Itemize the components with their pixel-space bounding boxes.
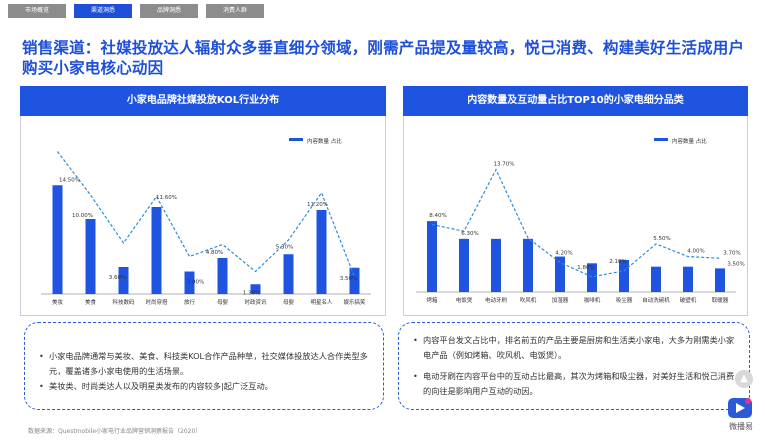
bar <box>283 254 294 294</box>
trend-line <box>57 151 356 277</box>
tab-channel-insight[interactable]: 渠道洞悉 <box>74 4 132 18</box>
top-tab-bar: 市场概览 渠道洞悉 品牌洞悉 消费人群 <box>0 0 765 18</box>
bar <box>151 207 162 294</box>
legend-swatch <box>654 138 668 141</box>
data-label: 8.40% <box>429 213 446 219</box>
tab-consumer-group[interactable]: 消费人群 <box>206 4 264 18</box>
bar <box>184 271 195 294</box>
data-label: 5.50% <box>653 236 670 242</box>
legend-swatch <box>289 138 303 141</box>
bar <box>715 268 725 292</box>
data-label: 5.30% <box>276 244 293 250</box>
x-tick-label: 美食 <box>85 298 97 306</box>
bar <box>316 210 327 294</box>
x-tick-label: 时尚穿搭 <box>145 298 168 306</box>
x-tick-label: 电饭煲 <box>456 296 473 304</box>
bar <box>523 238 533 292</box>
data-source: 数据来源：Questmobile小家电行业品牌营销洞察报告（2020） <box>28 428 202 435</box>
x-tick-label: 取暖器 <box>712 296 729 304</box>
x-tick-label: 母婴 <box>217 299 229 306</box>
x-tick-label: 吹风机 <box>520 296 537 304</box>
data-label: 11.20% <box>307 202 328 208</box>
x-tick-label: 电动牙刷 <box>485 296 508 304</box>
tab-market-overview[interactable]: 市场概览 <box>8 4 66 18</box>
data-label: 10.00% <box>72 213 93 219</box>
x-tick-label: 科技数码 <box>112 298 135 306</box>
weiboyi-logo-icon <box>728 398 752 418</box>
x-tick-label: 旅行 <box>184 298 196 306</box>
data-label: 3.70% <box>723 250 740 256</box>
legend-label: 内容数量 占比 <box>672 137 707 145</box>
bar <box>349 267 360 294</box>
x-tick-label: 吸尘器 <box>616 296 633 304</box>
x-tick-label: 母婴 <box>283 299 295 306</box>
logo-label: 微播易 <box>729 422 753 431</box>
right-note-item: 内容平台发文占比中，排名前五的产品主要是厨房和生活类小家电，大多为刚需类小家电产… <box>413 333 737 363</box>
bar <box>52 185 63 294</box>
x-tick-label: 烤箱 <box>426 296 438 304</box>
bar <box>587 263 597 292</box>
data-label: 14.50% <box>59 177 80 183</box>
data-label: 2.10% <box>609 259 626 265</box>
data-label: 3.00% <box>187 280 204 286</box>
bar <box>217 258 228 294</box>
x-tick-label: 时政资讯 <box>244 298 267 306</box>
bar <box>459 238 469 292</box>
x-tick-label: 加湿器 <box>552 296 569 304</box>
data-label: 11.60% <box>156 195 177 201</box>
data-label: 3.60% <box>109 275 126 281</box>
right-panel-heading: 内容数量及互动量占比TOP10的小家电细分品类 <box>403 86 748 116</box>
trend-line <box>431 168 721 278</box>
right-chart-panel: 内容数量 占比烤箱 电饭煲 电动牙刷 吹风机 加湿器 咖啡机 吸尘器 自动洗碗机 破壁机 取暖器 8… <box>403 116 748 316</box>
bar <box>683 266 693 292</box>
bar <box>250 284 261 294</box>
data-label: 13.70% <box>494 162 515 168</box>
data-label: 1.80% <box>577 265 594 271</box>
page-title: 销售渠道：社媒投放达人辐射众多垂直细分领域，刚需产品提及量较高，悦己消费、构建美… <box>22 39 745 77</box>
bar <box>491 238 501 292</box>
legend-label: 内容数量 占比 <box>307 137 342 145</box>
data-label: 4.80% <box>206 250 223 256</box>
left-note-item: 小家电品牌通常与美妆、美食、科技类KOL合作产品种草，社交媒体投放达人合作类型多… <box>39 349 371 379</box>
x-tick-label: 明星名人 <box>310 298 333 306</box>
left-panel-heading: 小家电品牌社媒投放KOL行业分布 <box>20 86 386 116</box>
data-label: 1.30% <box>243 290 260 296</box>
bar <box>555 256 565 292</box>
x-tick-label: 娱乐搞笑 <box>343 298 366 306</box>
tab-brand-insight[interactable]: 品牌洞悉 <box>140 4 198 18</box>
data-label: 4.20% <box>555 251 572 257</box>
bar <box>427 221 437 292</box>
right-note-item: 电动牙刷在内容平台中的互动占比最高，其次为烤箱和吸尘器，对美好生活和悦己消费的向… <box>413 369 737 399</box>
scroll-up-icon[interactable]: ▲ <box>735 370 753 388</box>
x-tick-label: 破壁机 <box>680 296 697 304</box>
data-label: 4.00% <box>687 249 704 255</box>
data-label: 3.50% <box>340 276 357 282</box>
x-tick-label: 美妆 <box>52 298 64 306</box>
right-notes-box: 内容平台发文占比中，排名前五的产品主要是厨房和生活类小家电，大多为刚需类小家电产… <box>398 322 750 410</box>
bar <box>85 219 96 294</box>
left-notes-box: 小家电品牌通常与美妆、美食、科技类KOL合作产品种草，社交媒体投放达人合作类型多… <box>24 322 384 410</box>
bar <box>118 267 129 294</box>
x-tick-label: 咖啡机 <box>584 296 601 304</box>
data-label: 6.30% <box>461 231 478 237</box>
left-note-item: 美妆类、时尚类达人以及明星类发布的内容较多|起广泛互动。 <box>39 379 371 394</box>
bar <box>651 266 661 292</box>
bar <box>619 259 629 292</box>
x-tick-label: 自动洗碗机 <box>642 296 670 304</box>
left-chart-panel: 内容数量 占比美妆 美食 科技数码 时尚穿搭 旅行 母婴 时政资讯 母婴 明星名人 娱乐搞笑 14.… <box>20 116 386 316</box>
data-label: 3.50% <box>727 261 744 267</box>
